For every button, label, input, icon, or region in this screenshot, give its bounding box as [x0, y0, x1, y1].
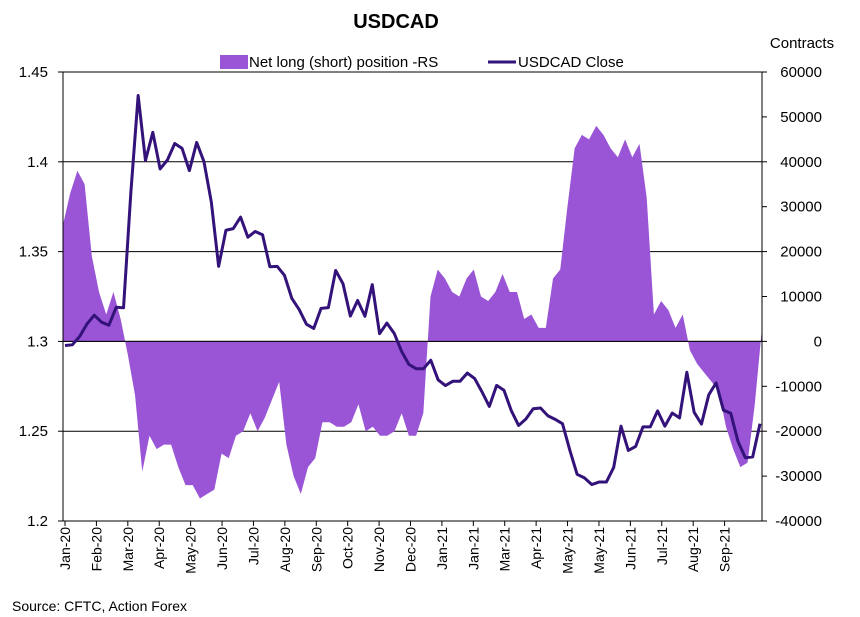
- right-tick-label-0: -40000: [775, 513, 822, 530]
- x-tick-label-20: Aug-21: [685, 527, 701, 572]
- source-note: Source: CFTC, Action Forex: [12, 598, 187, 614]
- legend: Net long (short) position -RS USDCAD Clo…: [220, 54, 624, 71]
- x-tick-label-18: Jun-21: [622, 527, 638, 570]
- x-tick-label-15: Apr-21: [528, 527, 544, 569]
- legend-label-net-position: Net long (short) position -RS: [249, 54, 438, 71]
- x-tick-label-13: Jan-21: [465, 527, 481, 570]
- left-tick-label-5: 1.45: [19, 64, 48, 81]
- x-tick-label-6: Jul-20: [245, 527, 261, 565]
- left-axis-ticks: 1.2 1.25 1.3 1.35 1.4 1.45: [19, 64, 63, 530]
- right-tick-label-2: -20000: [775, 423, 822, 440]
- right-tick-label-9: 50000: [780, 109, 822, 126]
- right-axis-ticks: -40000 -30000 -20000 -10000 0 10000 20000 30000…: [762, 64, 822, 530]
- x-tick-label-9: Oct-20: [340, 527, 356, 569]
- right-tick-label-5: 10000: [780, 289, 822, 306]
- legend-label-usdcad-close: USDCAD Close: [518, 54, 624, 71]
- right-tick-label-1: -30000: [775, 468, 822, 485]
- x-tick-label-1: Feb-20: [88, 527, 104, 572]
- x-tick-label-17: May-21: [591, 527, 607, 574]
- right-tick-label-4: 0: [814, 333, 822, 350]
- right-tick-label-6: 20000: [780, 244, 822, 261]
- x-axis-ticks: Jan-20 Feb-20 Mar-20 Apr-20 May-20 Jun-20 Jul-…: [57, 521, 733, 574]
- left-tick-label-3: 1.35: [19, 244, 48, 261]
- right-tick-label-8: 40000: [780, 154, 822, 171]
- x-tick-label-11: Dec-20: [403, 527, 419, 572]
- usdcad-close-line: [64, 94, 762, 487]
- x-tick-label-16: May-21: [560, 527, 576, 574]
- x-tick-label-7: Aug-20: [277, 527, 293, 572]
- net-position-area: [63, 125, 762, 499]
- x-tick-label-10: Nov-20: [371, 527, 387, 572]
- x-tick-label-14: Mar-21: [497, 527, 513, 572]
- left-tick-label-2: 1.3: [27, 333, 48, 350]
- x-tick-label-12: Jan-21: [434, 527, 450, 570]
- right-axis-title: Contracts: [770, 35, 834, 52]
- right-tick-label-7: 30000: [780, 199, 822, 216]
- left-tick-label-0: 1.2: [27, 513, 48, 530]
- x-tick-label-21: Sep-21: [717, 527, 733, 572]
- left-tick-label-4: 1.4: [27, 154, 48, 171]
- right-tick-label-10: 60000: [780, 64, 822, 81]
- x-tick-label-5: Jun-20: [214, 527, 230, 570]
- legend-swatch-net-position: [220, 55, 248, 69]
- x-tick-label-19: Jul-21: [654, 527, 670, 565]
- x-tick-label-8: Sep-20: [308, 527, 324, 572]
- right-tick-label-3: -10000: [775, 378, 822, 395]
- plot-area: [62, 71, 763, 522]
- x-tick-label-3: Apr-20: [151, 527, 167, 569]
- x-tick-label-4: May-20: [183, 527, 199, 574]
- left-tick-label-1: 1.25: [19, 423, 48, 440]
- x-tick-label-0: Jan-20: [57, 527, 73, 570]
- x-tick-label-2: Mar-20: [120, 527, 136, 572]
- chart-title: USDCAD: [353, 11, 439, 33]
